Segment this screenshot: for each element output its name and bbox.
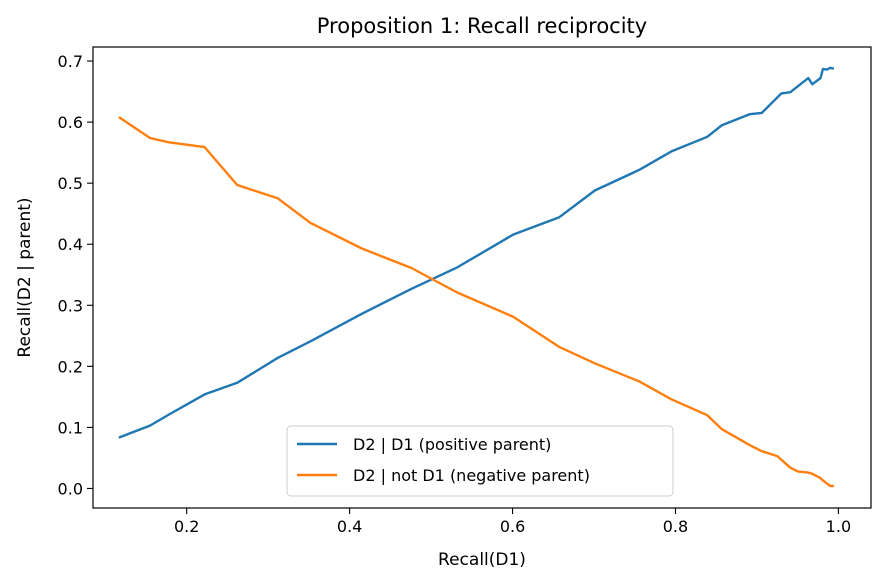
y-tick-label: 0.7: [58, 52, 83, 71]
series-line-1: [118, 66, 835, 439]
chart-title: Proposition 1: Recall reciprocity: [317, 14, 647, 38]
legend: D2 | D1 (positive parent) D2 | not D1 (ne…: [286, 425, 674, 497]
legend-label-1: D2 | D1 (positive parent): [353, 435, 551, 454]
y-tick-label: 0.5: [58, 174, 83, 193]
x-axis-label: Recall(D1): [438, 550, 526, 570]
y-axis-label: Recall(D2 | parent): [15, 197, 35, 357]
legend-box: [286, 425, 674, 497]
x-tick-label: 0.4: [337, 517, 362, 536]
y-axis: 0.0 0.1 0.2 0.3 0.4 0.5 0.6 0.7: [58, 52, 93, 498]
y-tick-label: 0.0: [58, 479, 83, 498]
x-tick-label: 0.2: [174, 517, 199, 536]
y-tick-label: 0.1: [58, 418, 83, 437]
x-tick-label: 1.0: [826, 517, 851, 536]
x-tick-label: 0.6: [500, 517, 525, 536]
y-tick-label: 0.6: [58, 113, 83, 132]
series-line-2: [118, 116, 834, 488]
y-tick-label: 0.4: [58, 235, 83, 254]
legend-label-2: D2 | not D1 (negative parent): [353, 466, 590, 485]
x-tick-label: 0.8: [663, 517, 688, 536]
y-tick-label: 0.2: [58, 357, 83, 376]
x-axis: 0.2 0.4 0.6 0.8 1.0: [174, 508, 851, 536]
y-tick-label: 0.3: [58, 296, 83, 315]
series-layer: [118, 66, 835, 488]
